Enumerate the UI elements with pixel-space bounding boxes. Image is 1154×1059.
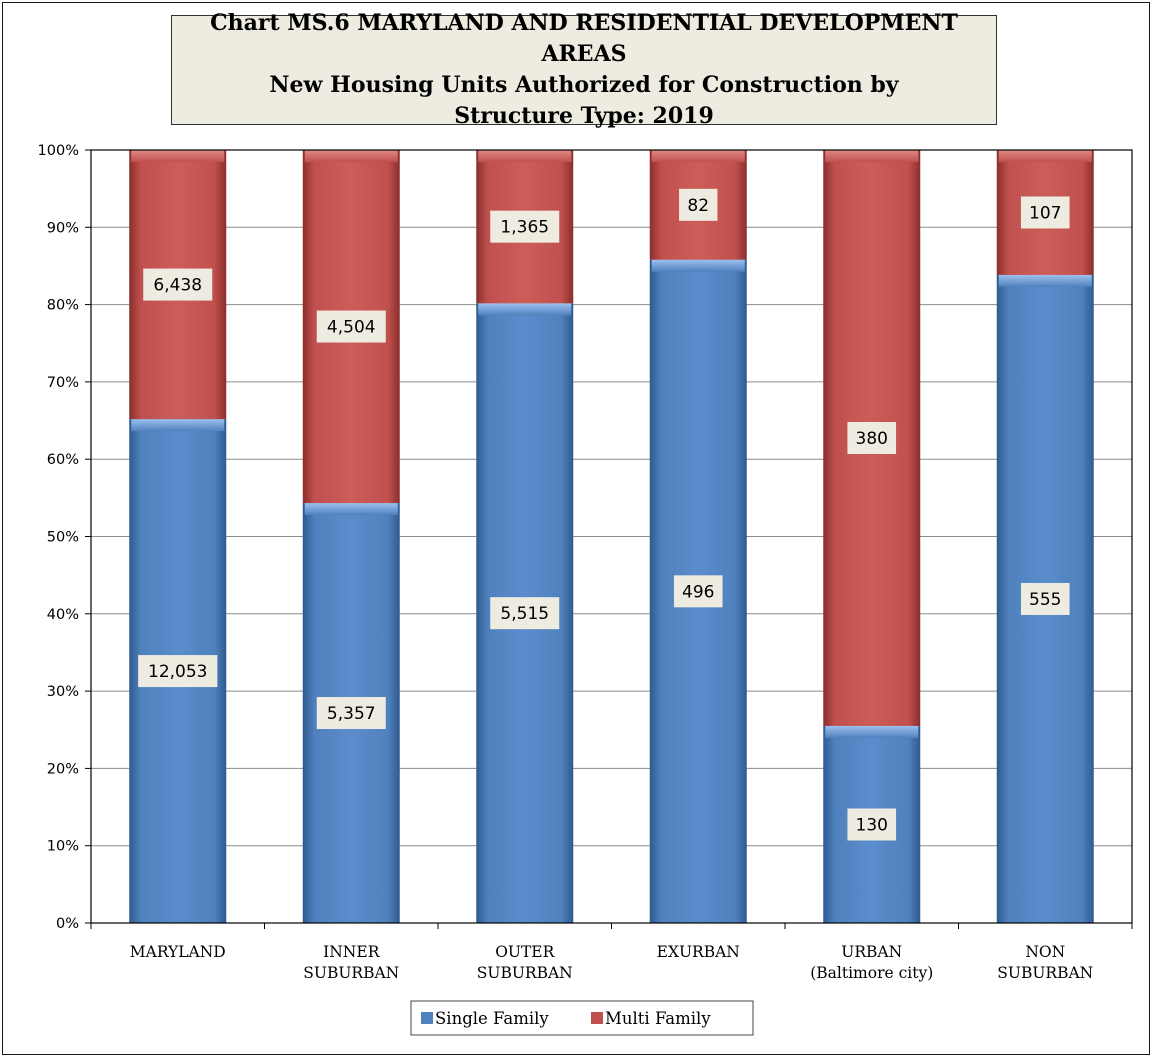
data-label: 6,438 [153, 276, 202, 296]
bar-multi-family-top-bevel [304, 150, 398, 162]
x-category-label: MARYLAND [130, 943, 226, 961]
data-label-box [143, 268, 213, 301]
data-label-multi-family: 1,365 [490, 210, 560, 243]
bar-multi-family-top-bevel [651, 150, 745, 162]
bar-single-family-top-bevel [651, 259, 745, 272]
data-label-single-family: 5,357 [316, 697, 386, 730]
data-label: 107 [1029, 203, 1061, 223]
y-tick-label: 80% [47, 298, 79, 314]
chart-title-line-2: New Housing Units Authorized for Constru… [269, 72, 899, 98]
y-tick-label: 100% [38, 143, 79, 159]
y-tick-label: 20% [47, 761, 79, 777]
bar-multi-family-top-bevel [478, 150, 572, 162]
bar-single-family-top-bevel [825, 725, 919, 738]
data-label-box [847, 808, 897, 841]
bar-single-family-top-bevel [478, 303, 572, 316]
data-label-single-family: 555 [1020, 582, 1070, 615]
data-label-single-family: 496 [673, 575, 723, 608]
chart-title-line-3: Structure Type: 2019 [454, 103, 714, 129]
data-label-box [316, 310, 386, 343]
x-category-label: SUBURBAN [477, 964, 573, 982]
x-category-label: SUBURBAN [303, 964, 399, 982]
data-label-multi-family: 107 [1020, 196, 1070, 229]
data-label-single-family: 12,053 [138, 655, 218, 688]
data-label-multi-family: 82 [679, 188, 718, 221]
data-label-multi-family: 380 [847, 421, 897, 454]
data-label-box [138, 655, 218, 688]
legend-label: Multi Family [605, 1009, 711, 1028]
bar-single-family-top-bevel [304, 503, 398, 516]
y-tick-label: 70% [47, 375, 79, 391]
data-label-box [316, 697, 386, 730]
x-category-label: EXURBAN [657, 943, 740, 961]
data-label-box [847, 421, 897, 454]
data-labels: 12,053 6,438 5,357 4,504 5,515 1,365 496 82 130 3… [138, 188, 1070, 841]
y-tick-label: 60% [47, 452, 79, 468]
y-tick-label: 50% [47, 530, 79, 546]
bar-single-family-top-bevel [131, 419, 225, 432]
bar-multi-family-top-bevel [998, 150, 1092, 162]
legend-label: Single Family [435, 1009, 549, 1028]
bar-multi-family-top-bevel [825, 150, 919, 162]
data-label-box [1020, 196, 1070, 229]
legend-swatch [421, 1012, 433, 1024]
legend-box [410, 1000, 754, 1036]
data-label: 5,357 [327, 704, 376, 724]
bar-single-family-top-bevel [998, 274, 1092, 287]
data-label-box [1020, 582, 1070, 615]
y-tick-label: 90% [47, 220, 79, 236]
data-label: 1,365 [500, 218, 549, 238]
chart-title-line-1: Chart MS.6 MARYLAND AND RESIDENTIAL DEVE… [210, 10, 958, 67]
legend: Single Family Multi Family [410, 1000, 754, 1036]
data-label: 5,515 [500, 604, 549, 624]
chart-title-box: Chart MS.6 MARYLAND AND RESIDENTIAL DEVE… [171, 10, 997, 129]
axes: 0% 10% 20% 30% 40% 50% 60% 70% 80% 90% 100% MARYLAN… [38, 143, 1133, 982]
data-label-single-family: 130 [847, 808, 897, 841]
data-label: 380 [856, 429, 888, 449]
x-category-label: NON [1025, 943, 1065, 961]
data-label-box [490, 597, 560, 630]
data-label-multi-family: 4,504 [316, 310, 386, 343]
y-tick-label: 10% [47, 839, 79, 855]
x-category-label: INNER [323, 943, 381, 961]
gridlines [91, 226, 1132, 847]
data-label: 12,053 [148, 662, 207, 682]
data-label-single-family: 5,515 [490, 597, 560, 630]
x-category-label: OUTER [495, 943, 555, 961]
bar-multi-family-top-bevel [131, 150, 225, 162]
data-label: 496 [682, 582, 714, 602]
x-category-label: SUBURBAN [997, 964, 1093, 982]
data-label: 130 [856, 815, 888, 835]
data-label-box [679, 188, 718, 221]
legend-swatch [591, 1012, 603, 1024]
y-tick-label: 40% [47, 607, 79, 623]
y-tick-label: 0% [56, 916, 79, 932]
x-category-label: (Baltimore city) [810, 964, 933, 982]
data-label-multi-family: 6,438 [143, 268, 213, 301]
data-label: 555 [1029, 590, 1061, 610]
data-label-box [673, 575, 723, 608]
data-label-box [490, 210, 560, 243]
data-label: 82 [687, 196, 709, 216]
data-label: 4,504 [327, 318, 376, 338]
y-tick-label: 30% [47, 684, 79, 700]
x-category-label: URBAN [841, 943, 902, 961]
